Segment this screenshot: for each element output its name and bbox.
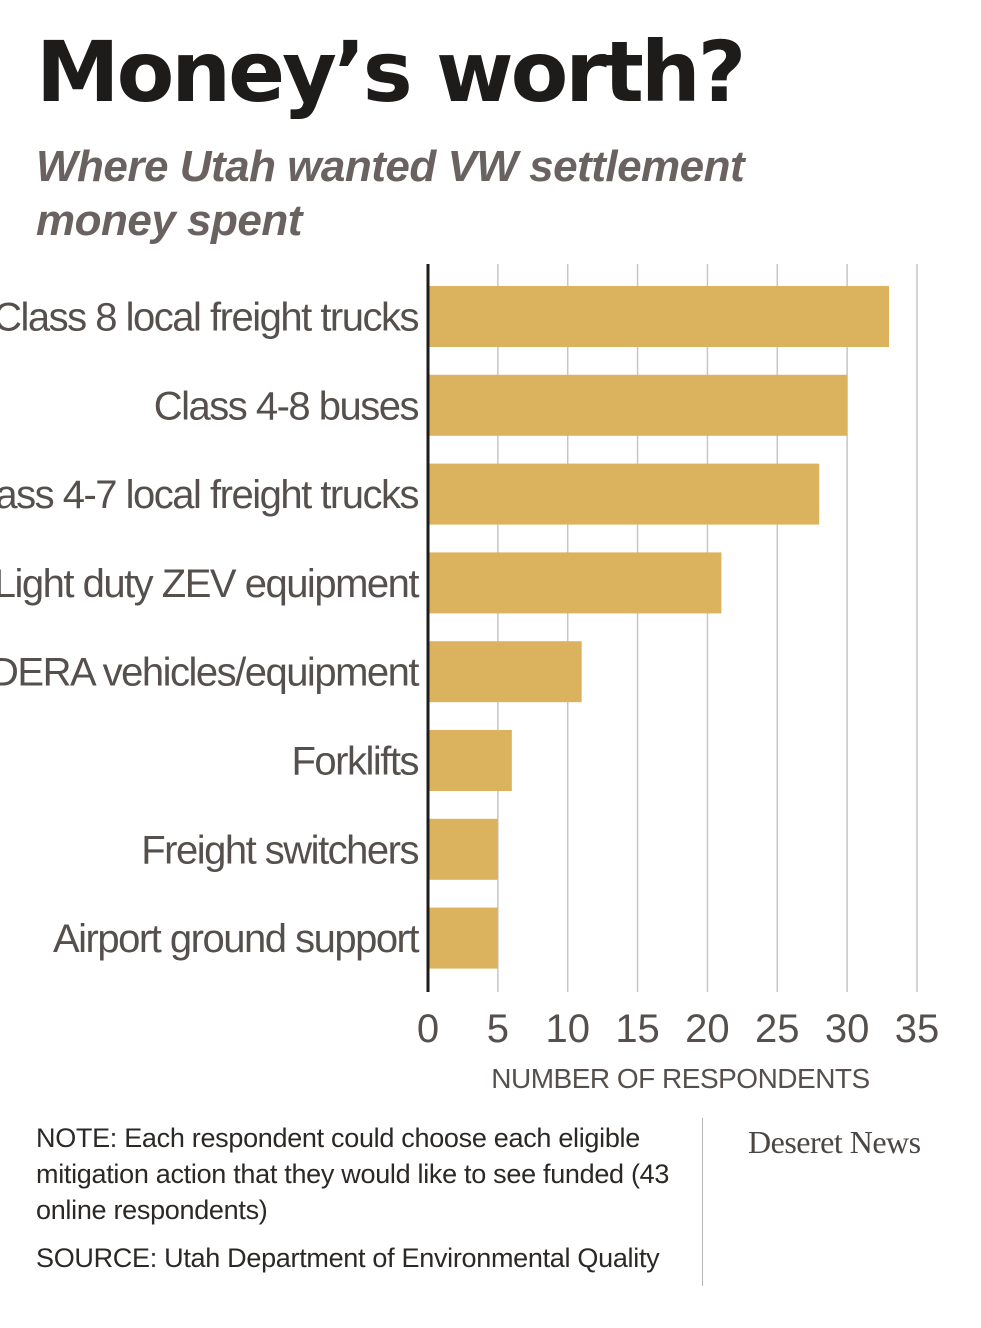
bar-3 — [428, 463, 820, 525]
bar-chart: Class 8 local freight trucks Class 4-8 bu… — [0, 264, 940, 1094]
chart-source: SOURCE: Utah Department of Environmental… — [36, 1243, 660, 1273]
x-tick-label: 35 — [895, 1007, 940, 1051]
category-label: Freight switchers — [141, 828, 418, 872]
bar-4 — [428, 552, 722, 614]
x-tick-label: 20 — [685, 1007, 730, 1051]
chart-note: NOTE: Each respondent could choose each … — [36, 1123, 670, 1225]
publisher-logo: Deseret News — [748, 1124, 921, 1160]
x-tick-label: 25 — [755, 1007, 800, 1051]
x-tick-label: 0 — [417, 1007, 439, 1051]
category-label: Airport ground support — [53, 917, 419, 961]
category-label: Class 4-8 buses — [154, 384, 419, 428]
footer-divider — [702, 1118, 703, 1286]
x-axis-label: NUMBER OF RESPONDENTS — [491, 1063, 869, 1094]
x-tick-label: 15 — [615, 1007, 660, 1051]
x-tick-label: 5 — [487, 1007, 509, 1051]
bar-5 — [428, 641, 582, 703]
category-label: Class 8 local freight trucks — [0, 296, 418, 340]
category-label: DERA vehicles/equipment — [0, 651, 419, 695]
chart-subtitle: Where Utah wanted VW settlement money sp… — [36, 142, 745, 245]
category-label: Light duty ZEV equipment — [0, 562, 419, 606]
bar-1 — [428, 286, 890, 347]
bar-6 — [428, 730, 512, 791]
bar-2 — [428, 374, 848, 436]
x-tick-label: 10 — [545, 1007, 590, 1051]
chart-title: Money’s worth? — [36, 23, 746, 121]
category-label: Forklifts — [292, 740, 419, 784]
bar-8 — [428, 907, 498, 969]
x-tick-label: 30 — [825, 1007, 870, 1051]
category-label: Class 4-7 local freight trucks — [0, 473, 418, 517]
bar-7 — [428, 818, 498, 880]
